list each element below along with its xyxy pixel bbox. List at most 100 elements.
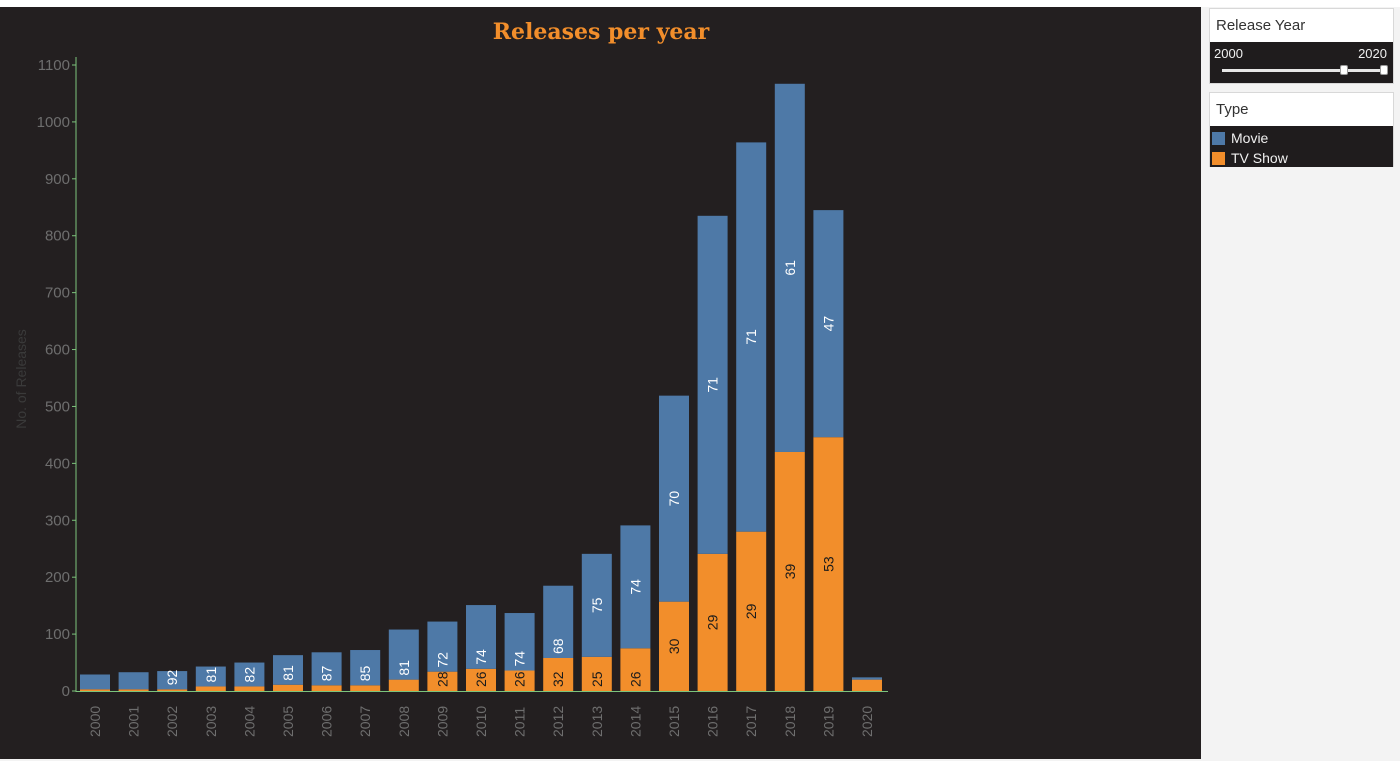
x-tick-label-2020: 2020 (859, 706, 875, 737)
bar-movie-2014[interactable] (620, 525, 651, 649)
bar-tv-show-2009[interactable] (427, 671, 458, 691)
legend-item-movie[interactable]: Movie (1210, 128, 1393, 148)
segment-label-tv-show-2019: 53 (820, 556, 836, 572)
bar-movie-2008[interactable] (388, 629, 419, 680)
bar-tv-show-2007[interactable] (350, 685, 381, 691)
x-tick-label-2001: 2001 (126, 706, 142, 737)
bar-movie-2005[interactable] (273, 655, 303, 685)
bar-movie-2016[interactable] (697, 215, 728, 554)
bar-movie-2015[interactable] (659, 395, 689, 602)
bar-tv-show-2002[interactable] (157, 689, 188, 691)
bar-tv-show-2003[interactable] (195, 686, 226, 691)
bar-movie-2013[interactable] (581, 553, 612, 657)
legend-label-tv-show: TV Show (1231, 150, 1288, 166)
bar-movie-2020[interactable] (852, 677, 882, 680)
y-tick-label: 500 (45, 398, 70, 415)
x-tick-label-2005: 2005 (280, 706, 296, 737)
bar-movie-2007[interactable] (350, 650, 381, 686)
bar-tv-show-2018[interactable] (774, 451, 805, 691)
segment-label-movie-2011: 74 (512, 651, 528, 667)
x-tick-label-2003: 2003 (203, 706, 219, 737)
slider-track[interactable] (1222, 69, 1386, 72)
chart-panel: Releases per year No. of Releases 0 100 20… (0, 7, 1201, 759)
bar-movie-2011[interactable] (504, 613, 535, 671)
bar-movie-2010[interactable] (466, 605, 496, 669)
release-year-filter-title: Release Year (1210, 9, 1393, 42)
bar-tv-show-2006[interactable] (311, 685, 342, 691)
legend-item-tv-show[interactable]: TV Show (1210, 148, 1393, 168)
y-tick-label: 400 (45, 455, 70, 472)
bar-tv-show-2015[interactable] (659, 601, 689, 691)
bar-tv-show-2014[interactable] (620, 648, 651, 691)
bar-tv-show-2020[interactable] (852, 679, 882, 691)
x-tick-label-2017: 2017 (743, 706, 759, 737)
segment-label-tv-show-2011: 26 (512, 671, 528, 687)
bar-movie-2004[interactable] (234, 662, 265, 687)
x-tick-label-2019: 2019 (820, 706, 836, 737)
bar-movie-2006[interactable] (311, 652, 342, 686)
releases-chart: Releases per year No. of Releases 0 100 20… (13, 19, 888, 737)
x-tick-label-2000: 2000 (87, 706, 103, 737)
bars (80, 83, 882, 691)
y-tick-label: 600 (45, 342, 70, 359)
bar-tv-show-2010[interactable] (466, 668, 496, 691)
segment-label-movie-2019: 47 (820, 316, 836, 332)
bar-movie-2009[interactable] (427, 621, 458, 672)
y-tick-label: 1000 (37, 114, 70, 131)
bar-tv-show-2019[interactable] (813, 437, 844, 691)
bar-tv-show-2004[interactable] (234, 686, 265, 691)
release-year-slider[interactable]: 2000 2020 (1210, 42, 1393, 83)
x-axis-ticks: 2000 2001 2002 2003 2004 2005 2006 2007 2008 2009… (87, 706, 875, 737)
bar-tv-show-2001[interactable] (118, 689, 149, 691)
x-tick-label-2006: 2006 (319, 706, 335, 737)
segment-label-movie-2017: 71 (743, 329, 759, 345)
bar-tv-show-2011[interactable] (504, 670, 535, 691)
segment-label-tv-show-2009: 28 (434, 671, 450, 687)
bar-tv-show-2012[interactable] (543, 657, 574, 691)
segment-label-movie-2005: 81 (280, 665, 296, 681)
top-strip (0, 0, 1400, 7)
bar-tv-show-2017[interactable] (736, 531, 767, 691)
x-tick-label-2014: 2014 (627, 706, 643, 737)
x-tick-label-2011: 2011 (512, 707, 528, 737)
type-legend: Type Movie TV Show (1209, 92, 1394, 167)
type-legend-items: Movie TV Show (1210, 126, 1393, 167)
slider-handle-min[interactable] (1340, 65, 1348, 75)
segment-label-movie-2014: 74 (627, 579, 643, 595)
bar-tv-show-2000[interactable] (80, 689, 110, 691)
segment-label-tv-show-2018: 39 (782, 563, 798, 579)
segment-label-movie-2004: 82 (241, 667, 257, 683)
bar-tv-show-2016[interactable] (697, 553, 728, 691)
bar-tv-show-2005[interactable] (273, 684, 303, 691)
bar-movie-2017[interactable] (736, 142, 767, 532)
bar-movie-2001[interactable] (118, 672, 149, 690)
segment-label-movie-2016: 71 (705, 377, 721, 393)
y-axis-ticks: 0 100 200 300 400 500 600 700 800 900 1000 1100 (37, 57, 76, 700)
bar-movie-2000[interactable] (80, 674, 110, 690)
segment-label-movie-2013: 75 (589, 597, 605, 613)
range-max-value: 2020 (1358, 46, 1387, 61)
y-tick-label: 100 (45, 626, 70, 643)
x-tick-label-2004: 2004 (241, 706, 257, 737)
bar-movie-2018[interactable] (774, 83, 805, 452)
bar-tv-show-2013[interactable] (581, 656, 612, 691)
x-tick-label-2018: 2018 (782, 706, 798, 737)
bar-movie-2019[interactable] (813, 210, 844, 438)
segment-label-movie-2006: 87 (319, 666, 335, 682)
segment-label-movie-2002: 92 (164, 670, 180, 686)
release-year-filter: Release Year 2000 2020 (1209, 8, 1394, 84)
x-tick-label-2015: 2015 (666, 706, 682, 737)
segment-label-tv-show-2015: 30 (666, 638, 682, 654)
y-tick-label: 300 (45, 512, 70, 529)
bar-movie-2003[interactable] (195, 666, 226, 687)
y-tick-label: 900 (45, 171, 70, 188)
bar-tv-show-2008[interactable] (388, 679, 419, 691)
slider-handle-max[interactable] (1380, 65, 1388, 75)
legend-swatch-movie (1212, 131, 1225, 145)
x-tick-label-2008: 2008 (396, 706, 412, 737)
segment-labels: 92 81 82 81 87 85 81 28 72 26 74 26 74 32 68 25 75 26 74 30… (164, 260, 836, 687)
bar-movie-2012[interactable] (543, 585, 574, 658)
bar-movie-2002[interactable] (157, 671, 188, 690)
x-tick-label-2016: 2016 (705, 706, 721, 737)
